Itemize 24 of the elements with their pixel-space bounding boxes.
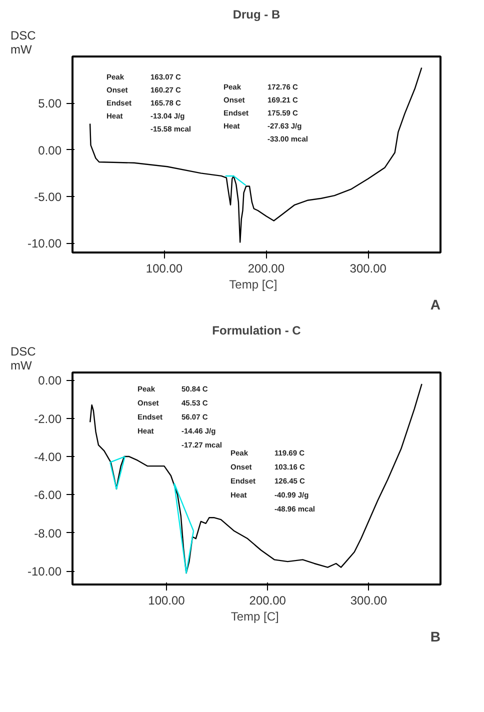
y-tick-label: 5.00 xyxy=(38,96,62,111)
y-tick-label: -2.00 xyxy=(34,412,62,426)
text: A xyxy=(430,296,441,312)
chart-title: Drug - B xyxy=(232,8,280,22)
y-tick-label: -5.00 xyxy=(34,190,62,204)
x-tick-label: 100.00 xyxy=(146,262,183,276)
y-tick-label: 0.00 xyxy=(38,143,62,158)
x-axis-title: Temp [C] xyxy=(229,278,278,292)
y-tick-label: -10.00 xyxy=(27,564,62,579)
x-tick-label: 200.00 xyxy=(248,262,285,276)
y-tick-label: -6.00 xyxy=(34,488,62,502)
y-tick-label: 0.00 xyxy=(38,374,62,388)
x-axis-title: Temp [C] xyxy=(230,610,279,624)
chart-title: Formulation - C xyxy=(212,324,302,338)
y-axis-title: DSC mW xyxy=(10,28,36,56)
x-tick-label: 300.00 xyxy=(350,594,388,608)
text: B xyxy=(430,628,441,644)
y-axis-title: DSC mW xyxy=(10,344,36,372)
y-tick-label: -4.00 xyxy=(34,450,62,464)
y-tick-label: -10.00 xyxy=(27,236,62,251)
x-tick-label: 100.00 xyxy=(148,594,186,608)
x-tick-label: 300.00 xyxy=(350,262,387,276)
y-tick-label: -8.00 xyxy=(34,526,62,540)
x-tick-label: 200.00 xyxy=(249,594,286,608)
